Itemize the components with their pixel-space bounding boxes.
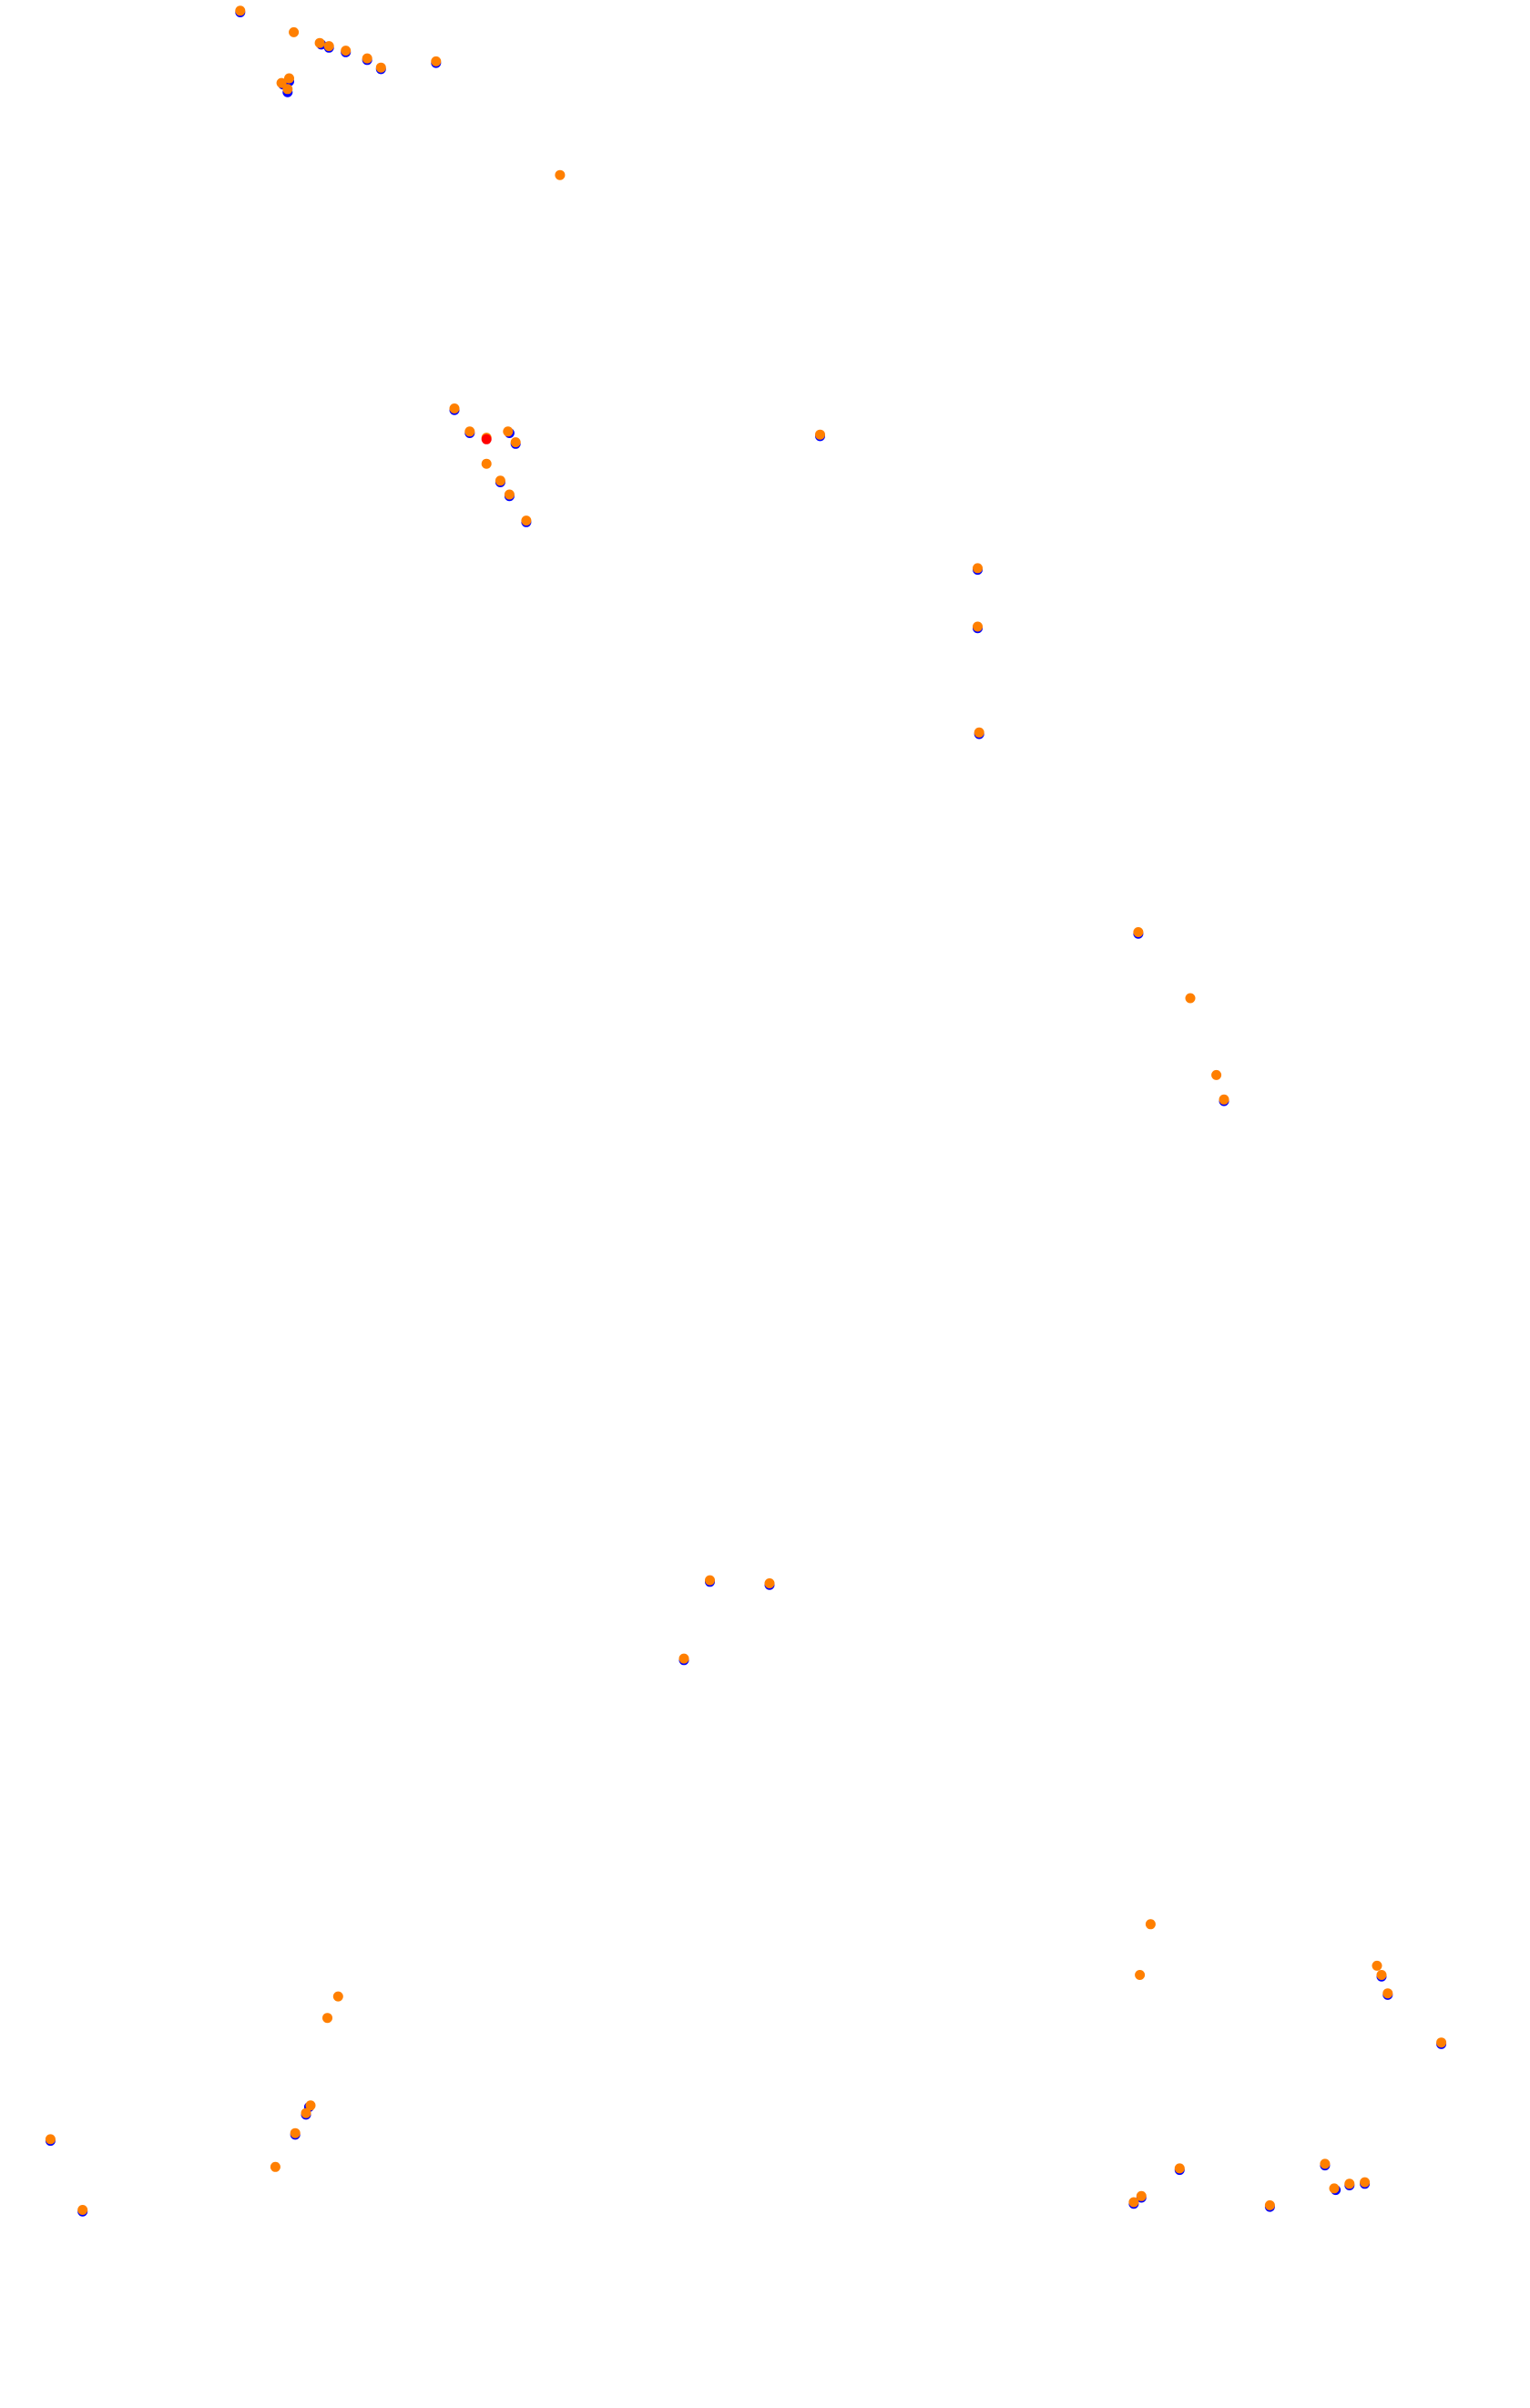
data-point-1-5 (362, 53, 372, 64)
data-point-1-17 (481, 458, 492, 469)
data-point-1-2 (314, 37, 325, 48)
data-point-1-37 (290, 2127, 301, 2138)
data-point-1-35 (77, 2205, 88, 2215)
data-point-1-47 (1136, 2190, 1147, 2201)
data-point-1-46 (1128, 2197, 1139, 2208)
data-point-1-9 (284, 73, 294, 84)
data-point-1-21 (815, 429, 825, 440)
data-point-1-50 (1320, 2158, 1331, 2169)
data-point-1-29 (705, 1575, 715, 1586)
data-point-1-22 (973, 563, 983, 574)
data-point-1-10 (282, 84, 293, 95)
data-point-1-19 (504, 489, 515, 500)
data-point-1-30 (764, 1578, 775, 1588)
data-point-1-15 (503, 426, 514, 437)
data-point-1-25 (1133, 927, 1144, 937)
data-point-1-26 (1185, 993, 1196, 1004)
data-point-1-52 (1344, 2178, 1355, 2189)
data-point-1-8 (276, 77, 287, 88)
data-point-1-12 (449, 403, 460, 413)
data-point-1-0 (235, 5, 246, 16)
data-point-1-38 (305, 2100, 316, 2111)
data-point-1-45 (1436, 2037, 1447, 2048)
data-point-1-42 (1372, 1960, 1382, 1971)
data-point-1-33 (322, 2013, 332, 2024)
data-point-1-16 (510, 437, 521, 448)
series-1 (45, 5, 1447, 2215)
data-point-1-51 (1329, 2183, 1340, 2194)
data-point-1-28 (1219, 1094, 1229, 1105)
data-point-1-41 (1135, 1970, 1146, 1980)
data-point-1-44 (1382, 1988, 1393, 1999)
data-point-1-4 (341, 46, 352, 56)
data-point-1-53 (1360, 2177, 1371, 2188)
data-point-1-7 (431, 56, 442, 66)
data-point-1-31 (678, 1653, 689, 1664)
series-2 (481, 434, 492, 444)
data-point-1-20 (521, 515, 532, 526)
data-point-1-13 (464, 426, 475, 437)
data-point-1-36 (270, 2161, 280, 2172)
data-point-1-32 (332, 1991, 343, 2002)
data-point-1-40 (1145, 1919, 1156, 1930)
data-point-2-0 (481, 434, 492, 444)
data-point-1-3 (323, 41, 334, 52)
data-point-1-24 (974, 727, 984, 738)
data-point-1-6 (375, 62, 386, 73)
data-point-1-27 (1211, 1069, 1222, 1080)
data-point-1-23 (973, 621, 983, 632)
data-points-layer (45, 5, 1447, 2217)
data-point-1-34 (45, 2134, 56, 2145)
data-point-1-1 (289, 26, 300, 37)
data-point-1-39 (301, 2107, 311, 2118)
data-point-1-18 (495, 475, 505, 486)
data-point-1-43 (1376, 1970, 1387, 1980)
data-point-1-48 (1174, 2163, 1185, 2174)
data-point-1-11 (555, 169, 566, 180)
data-point-1-49 (1264, 2199, 1275, 2210)
